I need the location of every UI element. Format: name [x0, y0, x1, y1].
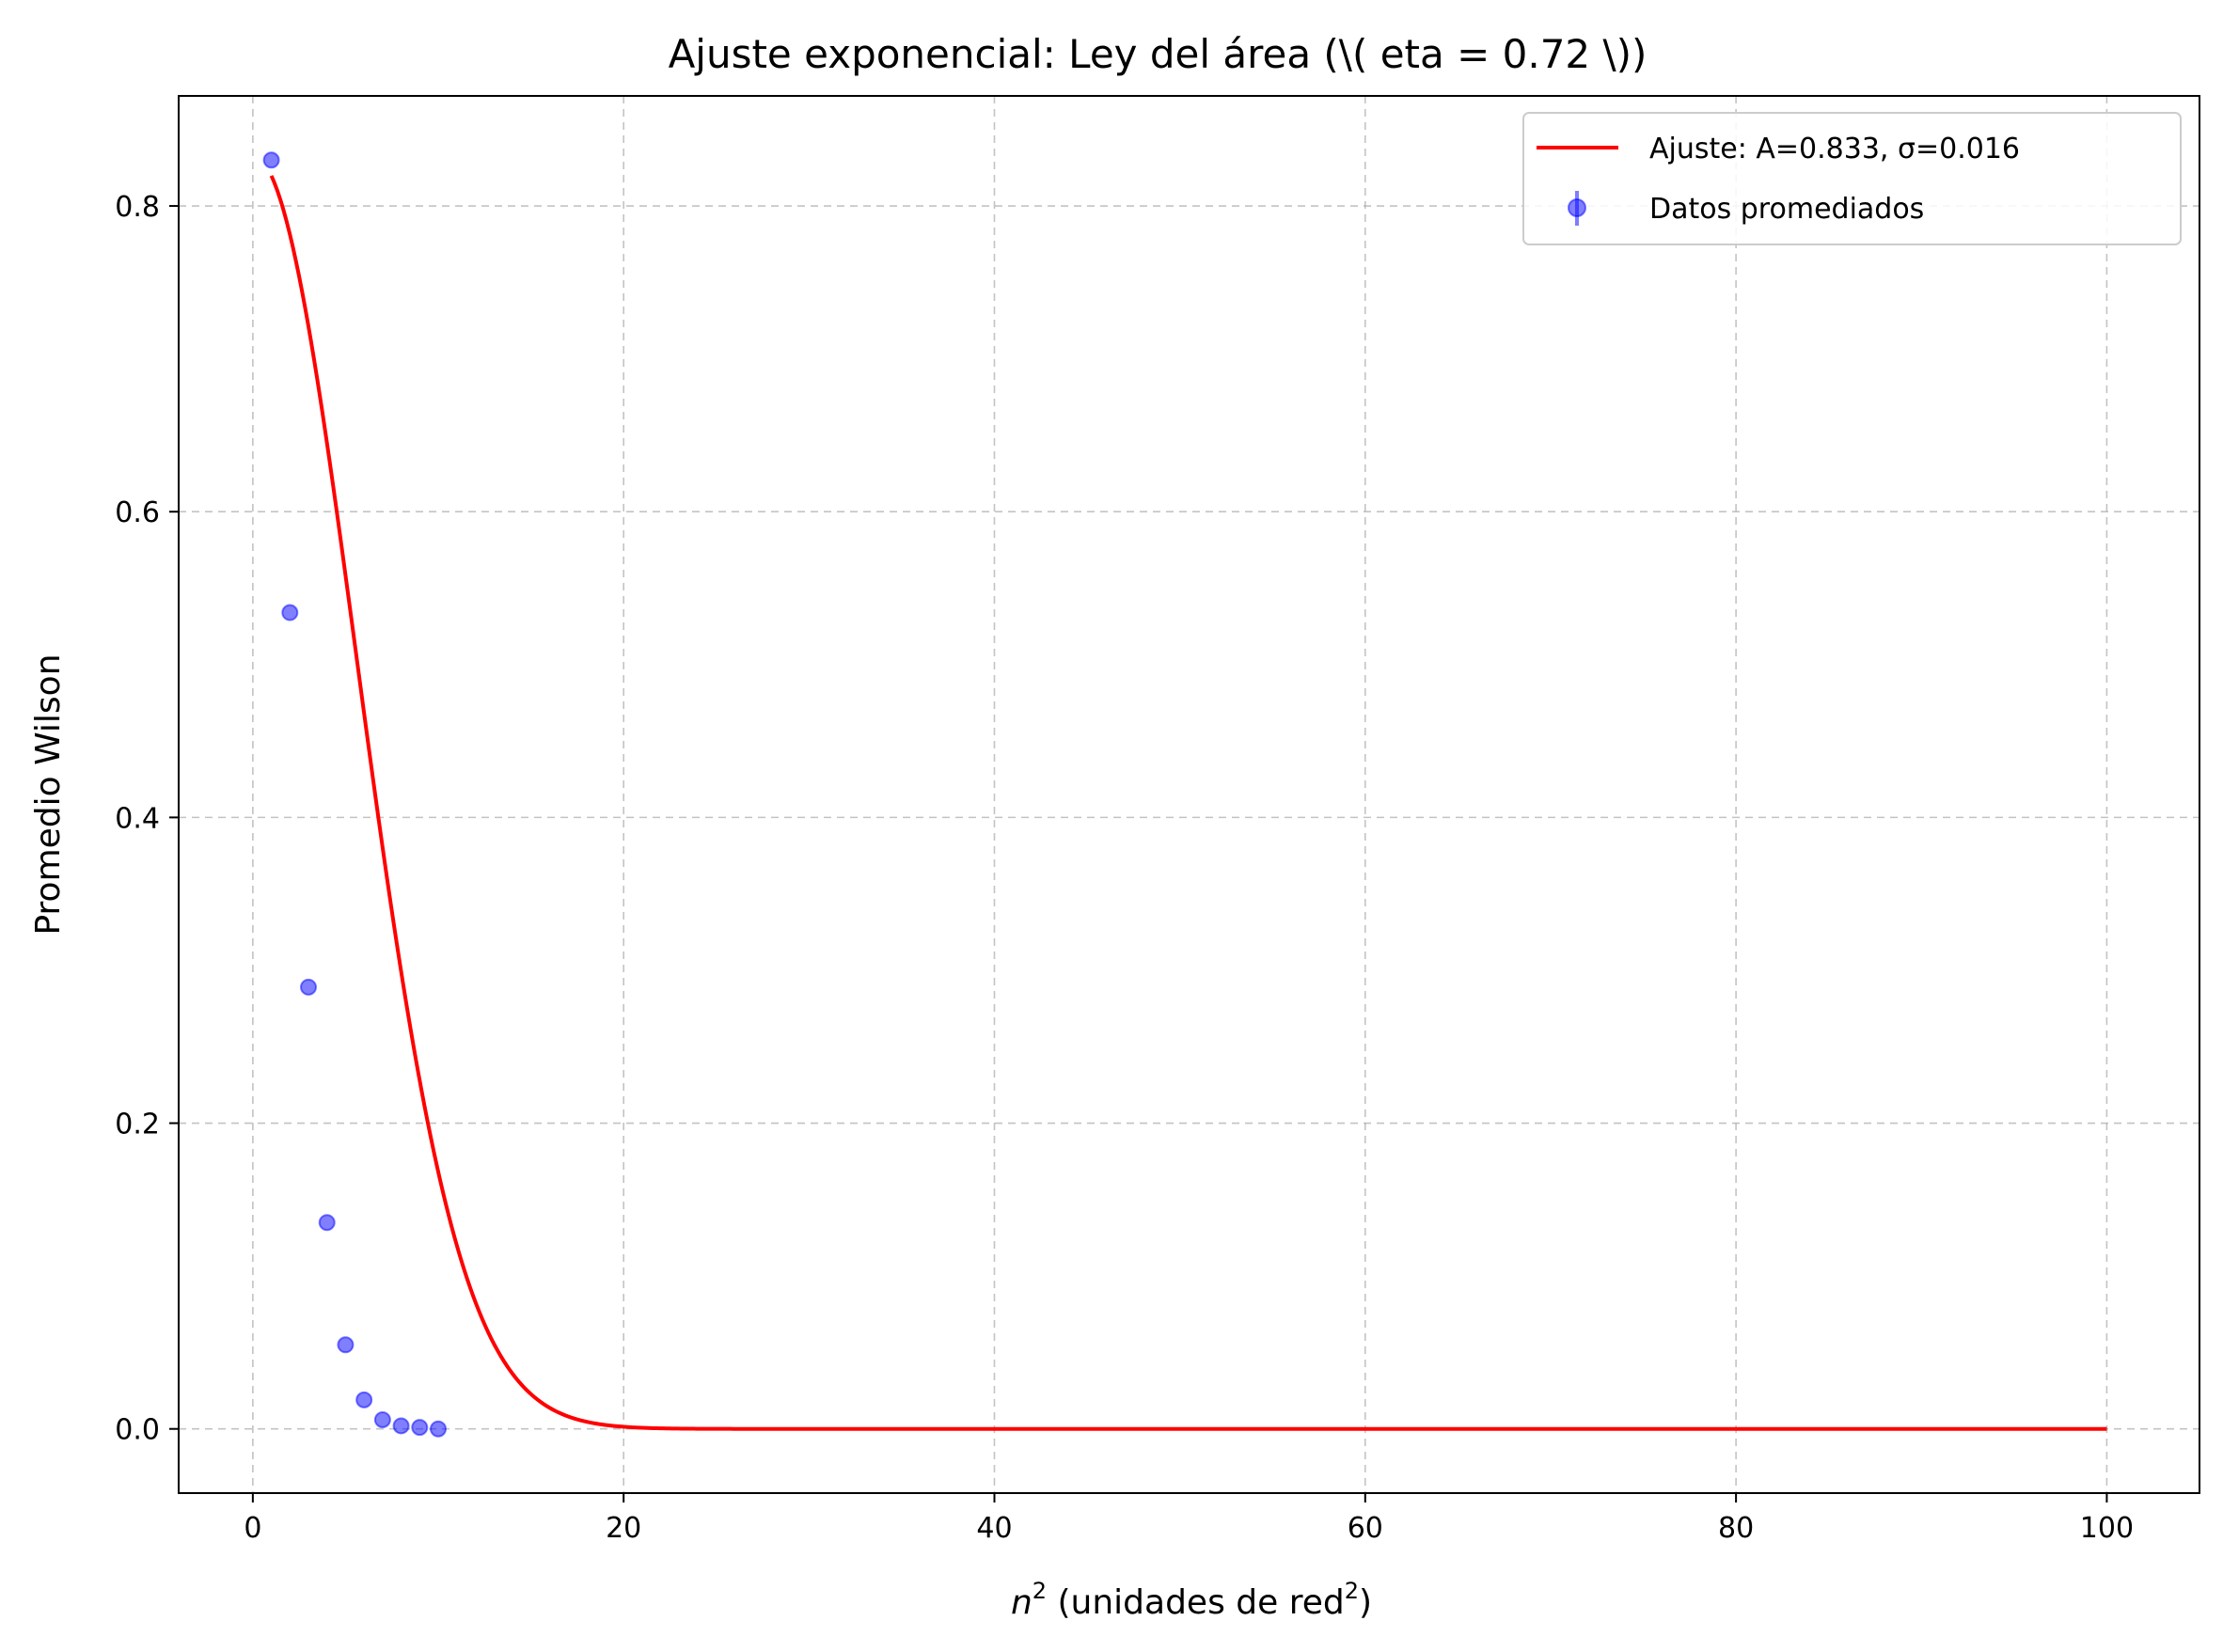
- grid: [179, 96, 2199, 1493]
- x-tick-label: 40: [976, 1512, 1012, 1545]
- x-axis-label-units-exp: 2: [1345, 1578, 1359, 1604]
- y-tick-label: 0.0: [115, 1414, 160, 1447]
- y-tick-label: 0.8: [115, 191, 160, 224]
- plot-frame: [179, 96, 2199, 1493]
- y-tick-label: 0.6: [115, 496, 160, 529]
- y-axis-label: Promedio Wilson: [29, 653, 68, 935]
- y-tick-label: 0.4: [115, 802, 160, 835]
- x-axis-label: n2 (unidades de red2): [1011, 1578, 1372, 1622]
- data-point: [320, 1215, 335, 1230]
- x-axis-label-units: (unidades de red: [1047, 1583, 1345, 1622]
- x-tick-label: 0: [244, 1512, 261, 1545]
- x-axis-label-close: ): [1359, 1583, 1372, 1622]
- data-point: [338, 1337, 353, 1352]
- chart-title: Ajuste exponencial: Ley del área (\( et…: [669, 31, 1648, 77]
- data-point: [282, 606, 297, 621]
- x-tick-label: 80: [1718, 1512, 1754, 1545]
- data-point: [301, 980, 316, 995]
- legend-label-fit: Ajuste: A=0.833, σ=0.016: [1649, 133, 2020, 165]
- plot-data: [264, 152, 2107, 1436]
- y-tick-label: 0.2: [115, 1109, 160, 1141]
- data-point: [375, 1412, 390, 1427]
- x-axis-label-exp: 2: [1033, 1578, 1047, 1604]
- x-tick-label: 100: [2080, 1512, 2134, 1545]
- legend: Ajuste: A=0.833, σ=0.016 Datos promediad…: [1523, 113, 2181, 244]
- data-point: [394, 1418, 409, 1433]
- x-tick-label: 20: [606, 1512, 641, 1545]
- x-tick-label: 60: [1348, 1512, 1383, 1545]
- data-point: [356, 1392, 371, 1408]
- data-point: [264, 152, 279, 167]
- fit-curve: [272, 176, 2107, 1429]
- data-point: [431, 1422, 446, 1437]
- axis-ticks: 0 20 40 60 80 100 0.0 0.2 0.4 0.6 0.8: [115, 191, 2134, 1545]
- x-axis-label-var: n: [1011, 1583, 1033, 1622]
- legend-label-data: Datos promediados: [1649, 193, 1924, 226]
- legend-marker-swatch: [1569, 199, 1585, 216]
- data-point: [412, 1420, 427, 1435]
